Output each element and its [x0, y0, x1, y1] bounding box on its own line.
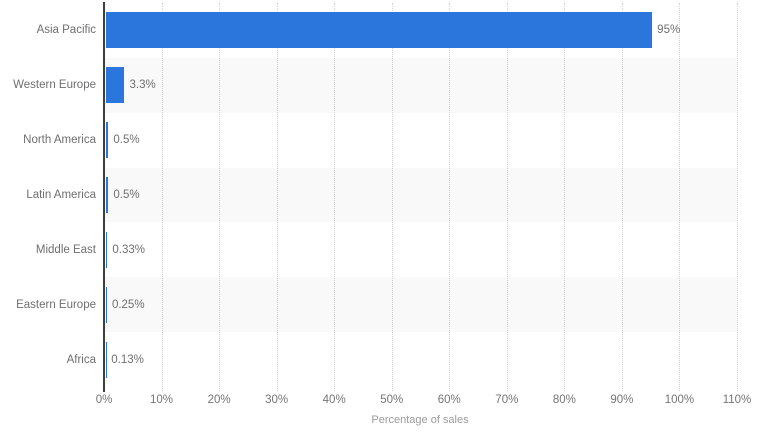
gridline: [564, 3, 566, 391]
gridline: [506, 3, 508, 391]
bar: [105, 341, 107, 378]
value-label: 0.33%: [112, 243, 145, 256]
x-tick-label: 80%: [552, 394, 576, 406]
category-label: Eastern Europe: [16, 298, 96, 311]
category-label: Western Europe: [13, 79, 96, 92]
bar: [105, 286, 107, 323]
x-tick-label: 90%: [610, 394, 634, 406]
x-tick-label: 40%: [322, 394, 346, 406]
category-label: Africa: [66, 353, 96, 366]
x-tick-label: 110%: [722, 394, 752, 406]
category-label: Asia Pacific: [36, 24, 96, 37]
bar: [105, 12, 653, 49]
row-band: [104, 167, 737, 223]
gridline: [161, 3, 163, 391]
gridline: [219, 3, 221, 391]
gridline: [737, 3, 738, 391]
value-label: 0.13%: [111, 353, 144, 366]
gridline: [334, 3, 336, 391]
x-tick-label: 100%: [664, 394, 695, 406]
value-label: 0.25%: [111, 298, 145, 311]
x-axis-title: Percentage of sales: [371, 414, 469, 426]
bar: [105, 231, 108, 268]
x-tick-label: 70%: [495, 394, 519, 406]
bar: [105, 177, 109, 213]
value-label: 95%: [657, 24, 681, 37]
gridline: [276, 3, 278, 391]
x-tick-label: 50%: [380, 394, 404, 406]
value-label: 0.5%: [113, 189, 140, 201]
category-label: Latin America: [26, 189, 96, 201]
x-tick-label: 10%: [150, 394, 174, 406]
row-band: [104, 57, 737, 113]
value-label: 0.5%: [113, 134, 140, 147]
bar: [105, 122, 109, 159]
bar: [105, 67, 125, 104]
category-label: Middle East: [35, 243, 96, 256]
x-tick-label: 20%: [207, 394, 231, 406]
y-axis-line: [103, 2, 105, 392]
x-tick-label: 60%: [437, 394, 461, 406]
row-band: [104, 277, 737, 333]
gridline: [391, 3, 393, 391]
value-label: 3.3%: [129, 79, 156, 92]
category-label: North America: [23, 134, 96, 147]
gridline: [679, 3, 681, 391]
x-tick-label: 30%: [265, 394, 289, 406]
x-tick-label: 0%: [95, 394, 113, 406]
gridline: [621, 3, 623, 391]
gridline: [449, 3, 451, 391]
